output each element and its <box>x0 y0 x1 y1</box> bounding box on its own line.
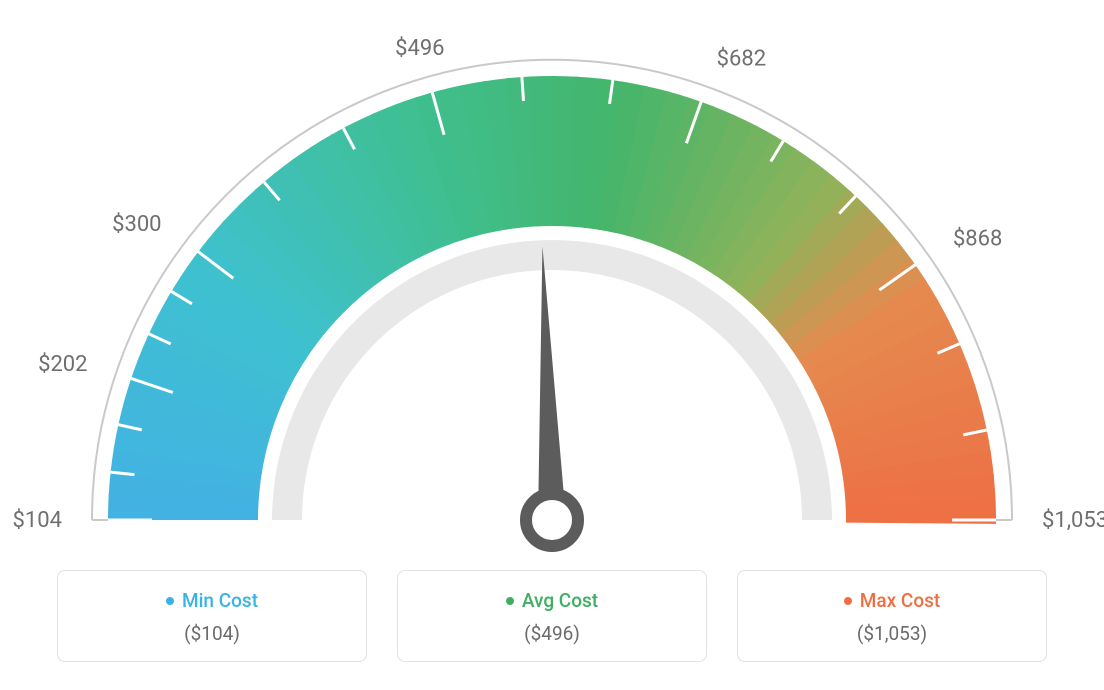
gauge-svg: $104 $202 $300 $496 $682 $868 $1,053 <box>0 0 1104 560</box>
legend-value-max: ($1,053) <box>748 622 1036 645</box>
legend-dot-min <box>166 597 174 605</box>
gauge-chart: $104 $202 $300 $496 $682 $868 $1,053 <box>0 0 1104 560</box>
svg-text:$496: $496 <box>395 36 444 61</box>
legend-card-max: Max Cost ($1,053) <box>737 570 1047 662</box>
legend-row: Min Cost ($104) Avg Cost ($496) Max Cost… <box>0 560 1104 662</box>
legend-title-min: Min Cost <box>166 589 258 612</box>
legend-label-avg: Avg Cost <box>522 589 598 612</box>
legend-label-min: Min Cost <box>182 589 258 612</box>
svg-text:$682: $682 <box>717 46 766 71</box>
legend-value-min: ($104) <box>68 622 356 645</box>
legend-dot-max <box>844 597 852 605</box>
svg-text:$868: $868 <box>953 226 1002 251</box>
svg-text:$1,053: $1,053 <box>1042 508 1104 533</box>
legend-dot-avg <box>506 597 514 605</box>
legend-card-avg: Avg Cost ($496) <box>397 570 707 662</box>
legend-label-max: Max Cost <box>860 589 940 612</box>
svg-text:$202: $202 <box>38 352 87 377</box>
legend-value-avg: ($496) <box>408 622 696 645</box>
legend-title-avg: Avg Cost <box>506 589 598 612</box>
svg-text:$104: $104 <box>13 508 62 533</box>
svg-text:$300: $300 <box>112 212 161 237</box>
legend-card-min: Min Cost ($104) <box>57 570 367 662</box>
legend-title-max: Max Cost <box>844 589 940 612</box>
